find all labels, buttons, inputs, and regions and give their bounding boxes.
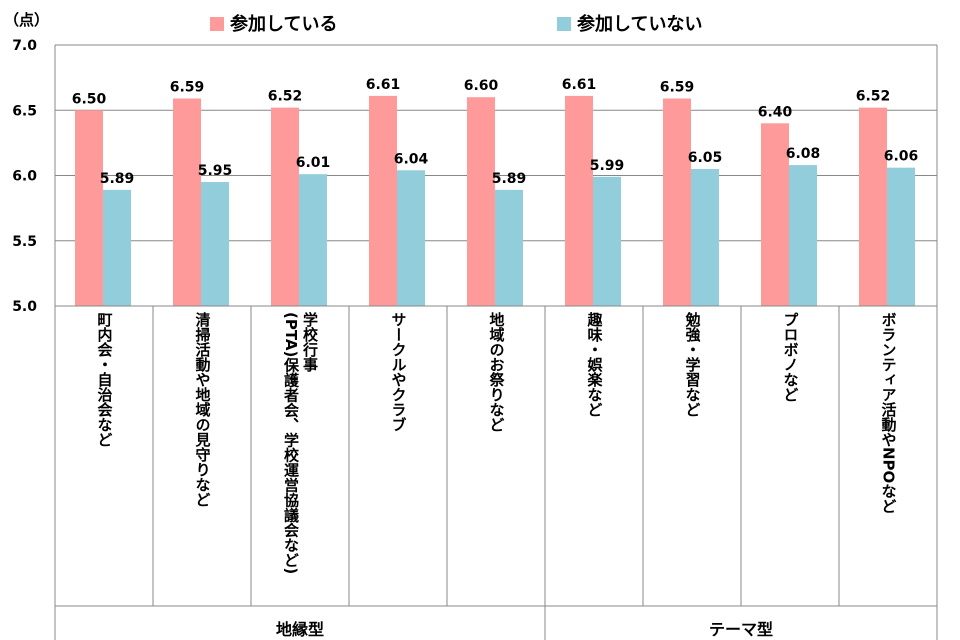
bar-not-participating [495,189,523,306]
bar-not-participating [397,170,425,306]
bar-not-participating [103,189,131,306]
bar-participating [271,107,299,306]
category-label-text: 学校行事 (PTA)保護者会、学校運営協議会など) [282,312,319,575]
data-label: 6.59 [660,80,695,96]
category-label: 学校行事 (PTA)保護者会、学校運営協議会など) [251,312,349,606]
group-label: 地縁型 [275,620,324,639]
bar-participating [467,97,495,306]
data-label: 6.01 [296,155,331,171]
data-label: 6.04 [394,151,429,167]
y-tick-label: 5.0 [12,299,37,315]
bar-not-participating [201,182,229,306]
data-label: 6.50 [72,91,107,107]
bar-not-participating [789,165,817,306]
data-label: 6.06 [884,149,919,165]
legend-swatch [210,17,224,31]
bar-not-participating [887,167,915,306]
y-tick-label: 6.0 [12,169,37,185]
category-label: 清掃活動や地域の見守りなど [153,312,251,606]
category-label: 地域のお祭りなど [447,312,545,606]
group-label: テーマ型 [708,620,773,639]
category-label-text: 清掃活動や地域の見守りなど [193,312,212,507]
y-unit-label: （点） [4,11,49,29]
bar-not-participating [691,168,719,306]
category-label-text: サークルやクラブ [389,312,408,432]
data-label: 5.89 [492,171,527,187]
category-label-text: 地域のお祭りなど [487,312,506,432]
y-tick-label: 6.5 [12,103,37,119]
legend-label: 参加している [230,13,337,35]
y-tick-label: 7.0 [12,38,37,54]
category-label-text: 趣味・娯楽など [585,312,604,417]
data-label: 6.40 [758,104,793,120]
data-label: 6.59 [170,80,205,96]
bar-participating [565,95,593,307]
category-label-text: ボランティア活動やNPOなど [879,312,898,514]
y-tick-label: 5.5 [12,234,37,250]
category-label: サークルやクラブ [349,312,447,606]
category-label-text: 町内会・自治会など [95,312,114,447]
bar-not-participating [299,174,327,306]
data-label: 6.08 [786,146,821,162]
category-label-text: プロボノなど [781,312,800,402]
category-label-text: 勉強・学習など [683,312,702,417]
data-label: 6.05 [688,150,723,166]
data-label: 5.99 [590,158,625,174]
data-label: 6.61 [366,77,401,93]
category-label: 趣味・娯楽など [545,312,643,606]
category-label: 町内会・自治会など [55,312,153,606]
category-label: ボランティア活動やNPOなど [839,312,937,606]
category-label: 勉強・学習など [643,312,741,606]
legend-swatch [557,17,571,31]
data-label: 5.95 [198,163,233,179]
data-label: 6.60 [464,78,499,94]
data-label: 5.89 [100,171,135,187]
bar-participating [761,123,789,306]
data-label: 6.52 [856,89,891,105]
bar-participating [173,98,201,306]
bar-participating [75,110,103,306]
data-label: 6.61 [562,77,597,93]
bar-participating [369,95,397,307]
legend-label: 参加していない [577,13,702,35]
bar-participating [663,98,691,306]
data-label: 6.52 [268,89,303,105]
bar-participating [859,107,887,306]
category-label: プロボノなど [741,312,839,606]
bar-not-participating [593,176,621,306]
